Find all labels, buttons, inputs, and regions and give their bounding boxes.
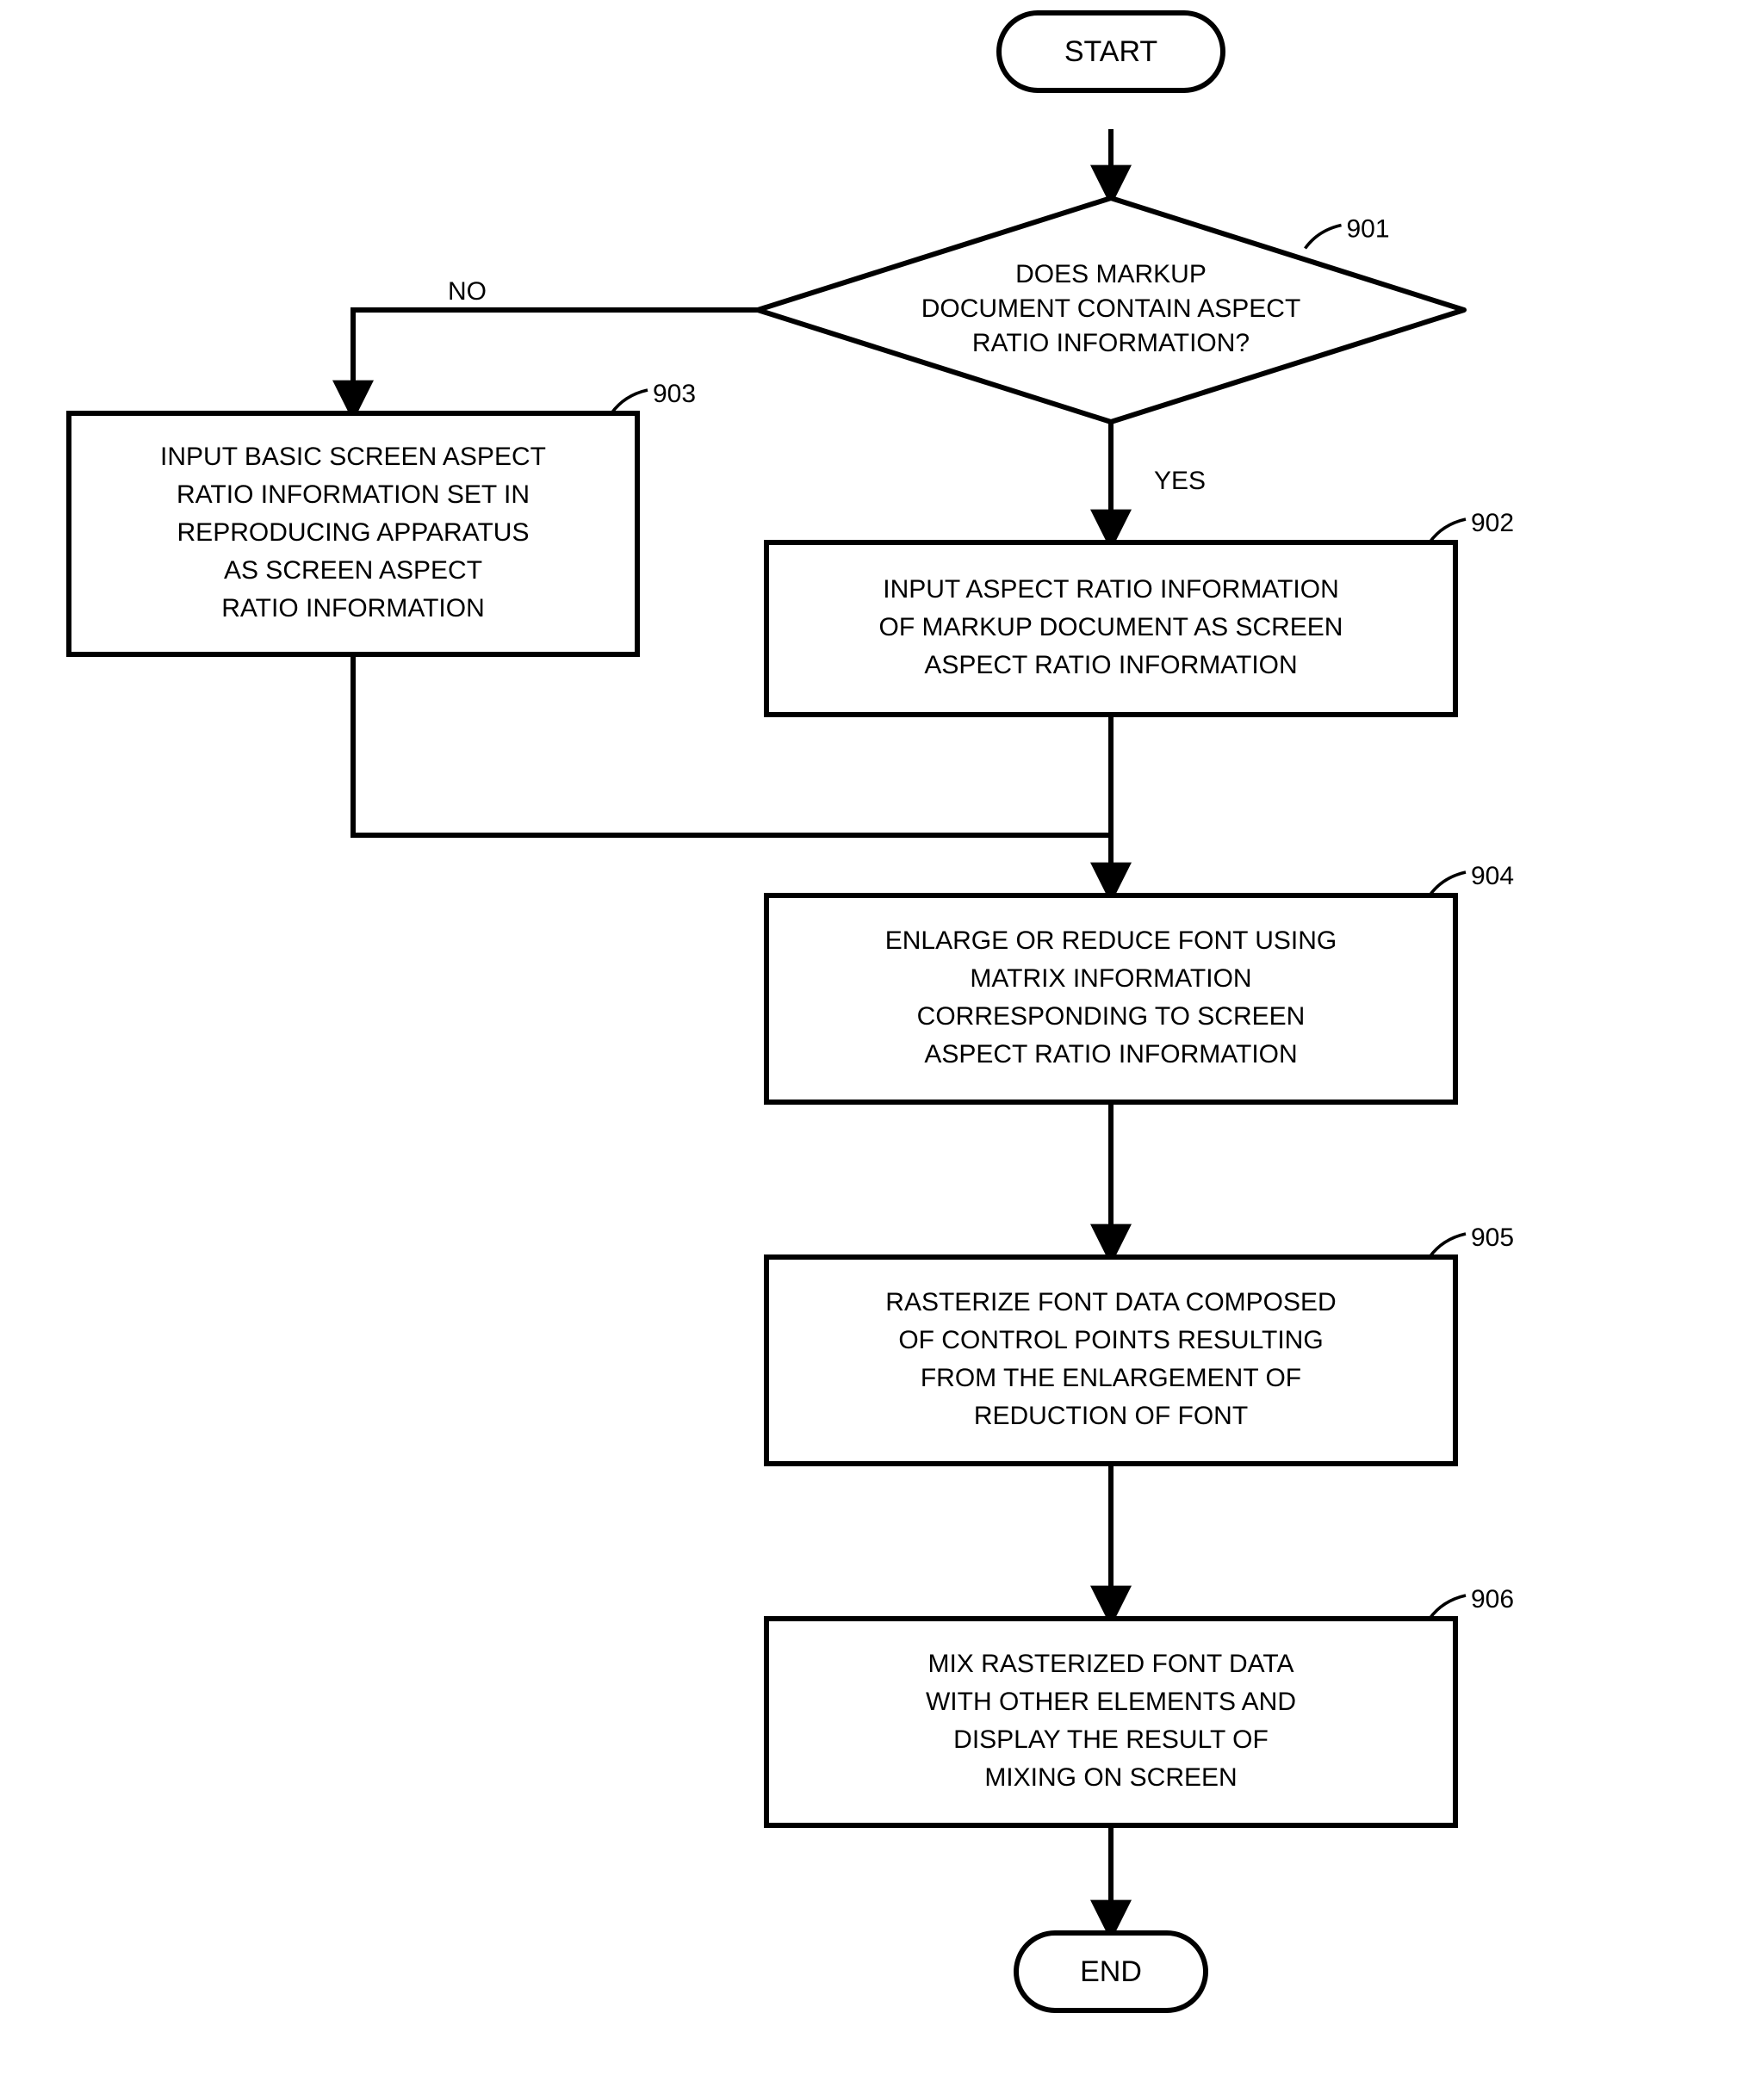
start-label: START [1064,35,1157,68]
svg-text:906: 906 [1471,1585,1514,1614]
svg-text:901: 901 [1347,214,1390,243]
flow-edge [353,310,758,413]
edge-label: YES [1154,467,1206,495]
edge-label: NO [448,277,487,306]
svg-text:904: 904 [1471,862,1514,890]
svg-text:902: 902 [1471,509,1514,537]
box902-text: INPUT ASPECT RATIO INFORMATIONOF MARKUP … [879,575,1343,679]
svg-text:905: 905 [1471,1223,1514,1252]
svg-text:903: 903 [653,380,696,408]
flowchart-canvas: YESNOSTARTENDDOES MARKUPDOCUMENT CONTAIN… [0,0,1737,2100]
end-label: END [1080,1955,1142,1988]
